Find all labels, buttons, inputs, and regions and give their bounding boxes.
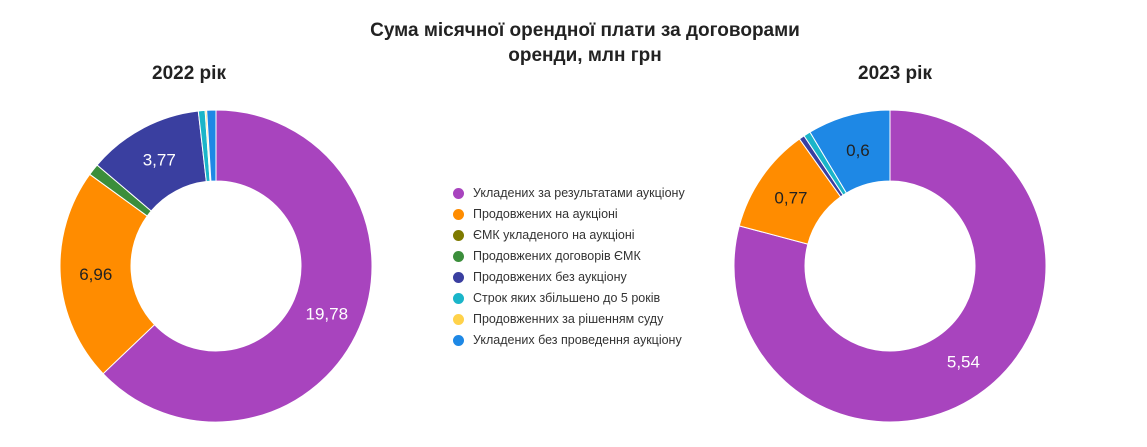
legend-label: Продовжених без аукціону — [473, 270, 627, 284]
donut-slice[interactable] — [59, 173, 156, 375]
legend: Укладених за результатами аукціону Продов… — [453, 183, 685, 351]
legend-swatch — [453, 251, 464, 262]
legend-label: Строк яких збільшено до 5 років — [473, 291, 661, 305]
slice-label: 6,96 — [79, 265, 112, 284]
legend-item[interactable]: Строк яких збільшено до 5 років — [453, 288, 685, 309]
legend-label: Укладених за результатами аукціону — [473, 186, 685, 200]
legend-label: Продовжених на аукціоні — [473, 207, 618, 221]
legend-item[interactable]: Продовженних за рішенням суду — [453, 309, 685, 330]
legend-item[interactable]: ЄМК укладеного на аукціоні — [453, 225, 685, 246]
legend-swatch — [453, 209, 464, 220]
legend-swatch — [453, 314, 464, 325]
legend-label: Продовжених договорів ЄМК — [473, 249, 641, 263]
legend-item[interactable]: Укладених без проведення аукціону — [453, 330, 685, 351]
chart-subtitle: 2022 рік — [152, 63, 226, 84]
slice-label: 3,77 — [143, 151, 176, 170]
donut-slice[interactable] — [206, 109, 217, 182]
donut-slice[interactable] — [733, 109, 1047, 423]
slice-label: 0,77 — [774, 188, 807, 207]
legend-label: Укладених без проведення аукціону — [473, 333, 682, 347]
legend-swatch — [453, 293, 464, 304]
legend-item[interactable]: Продовжених договорів ЄМК — [453, 246, 685, 267]
donut-slice[interactable] — [102, 109, 373, 423]
donut-slice[interactable] — [809, 109, 891, 194]
chart-subtitle: 2023 рік — [858, 63, 932, 84]
slice-label: 19,78 — [306, 304, 349, 323]
legend-label: ЄМК укладеного на аукціоні — [473, 228, 635, 242]
legend-swatch — [453, 230, 464, 241]
legend-item[interactable]: Продовжених на аукціоні — [453, 204, 685, 225]
legend-swatch — [453, 272, 464, 283]
legend-swatch — [453, 335, 464, 346]
slice-label: 0,6 — [846, 141, 870, 160]
slice-label: 5,54 — [947, 353, 980, 372]
chart-title: Сума місячної орендної плати за договора… — [370, 20, 800, 66]
legend-item[interactable]: Продовжених без аукціону — [453, 267, 685, 288]
legend-swatch — [453, 188, 464, 199]
legend-item[interactable]: Укладених за результатами аукціону — [453, 183, 685, 204]
legend-label: Продовженних за рішенням суду — [473, 312, 664, 326]
